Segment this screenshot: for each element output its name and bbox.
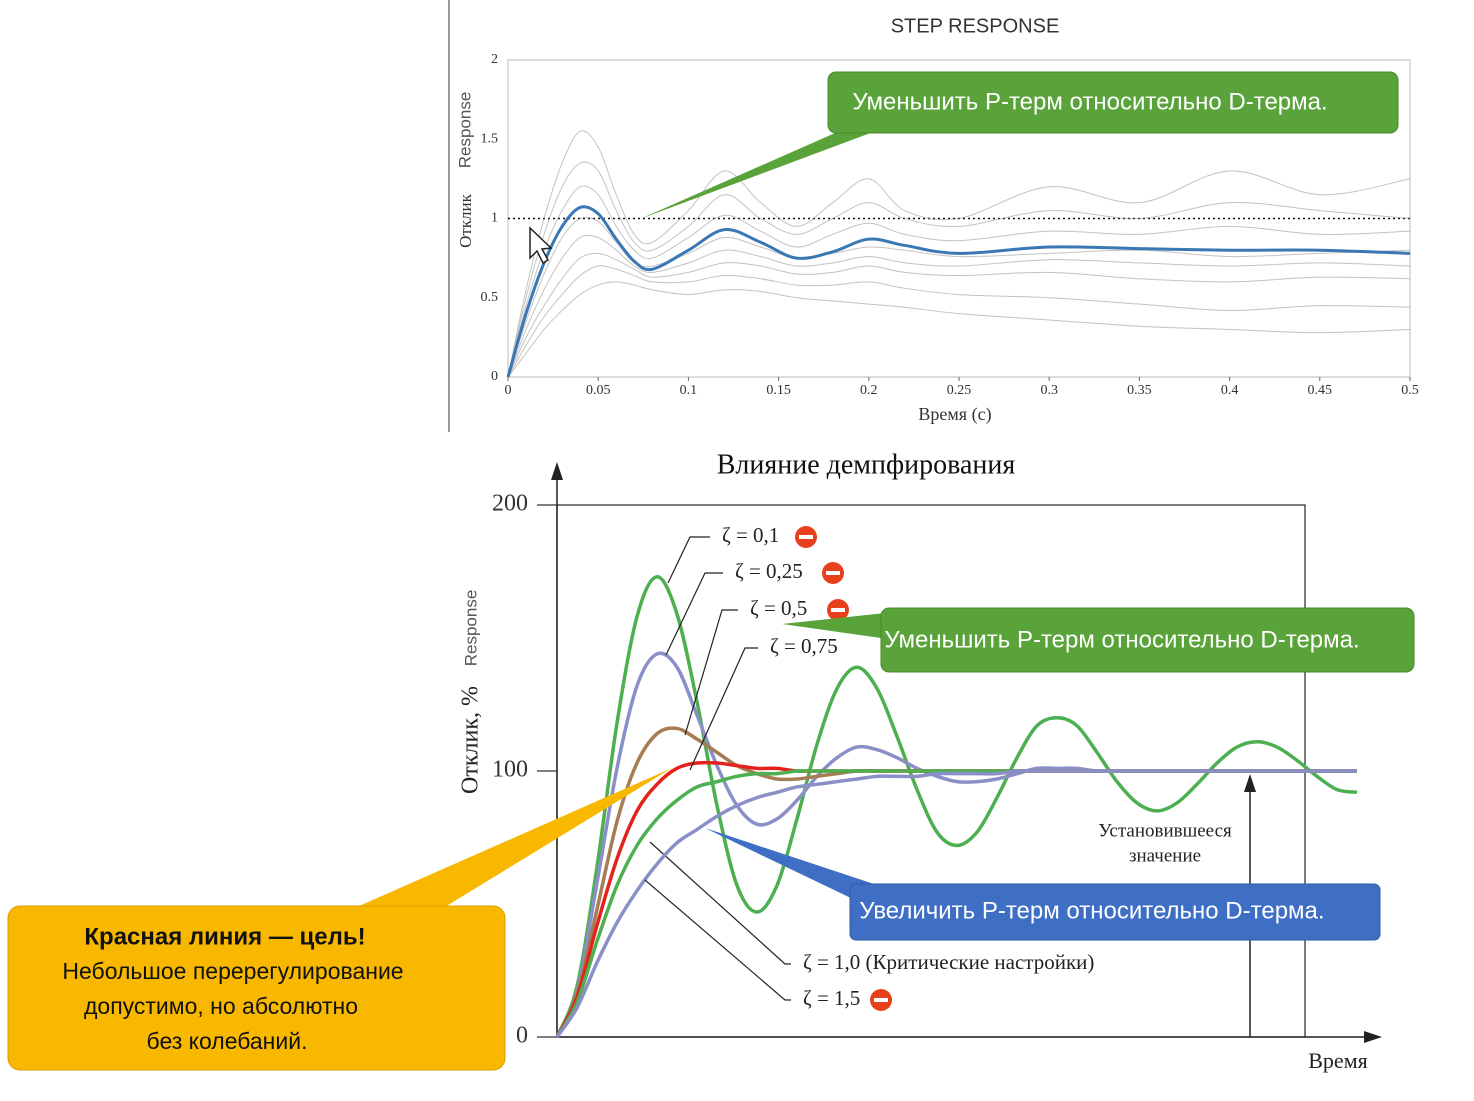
y-tick-label: 1.5 [481,131,499,146]
x-tick-label: 0.1 [680,383,698,398]
callout-pointer [350,768,672,910]
chart-title: STEP RESPONSE [891,15,1060,37]
callout-line: Небольшое перерегулирование [62,958,403,984]
callout-green: Уменьшить P-терм относительно D-терма. [782,607,1415,673]
y-tick-label: 1 [491,211,498,226]
leader-line [649,841,791,965]
y-tick-label: 0.5 [481,290,499,305]
leader-line [689,647,758,771]
series-label: ζ = 0,1 [722,523,779,547]
damping-plot: 0 100 200 ζ = 0,1 ζ = 0,25 ζ = 0,5 ζ = 0,75 ζ =… [492,491,1358,1049]
annotation: Увеличить P-терм относительно D-терма. [859,897,1324,924]
callout-box [7,905,506,1071]
sample-line [507,281,1411,378]
x-tick-label: 0.45 [1308,383,1333,398]
series-label: ζ = 1,5 [803,986,860,1010]
cursor-icon [529,226,553,265]
y-tick-label: 0 [516,1023,528,1049]
sample-line [507,185,1411,378]
annotation: Установившееся [1098,820,1232,841]
callout-box [827,71,1399,134]
callout-line: допустимо, но абсолютно [84,993,358,1019]
sample-line [507,234,1411,378]
sample-line [507,216,1411,378]
status-icon-bar [799,535,813,539]
y-tick-label: 200 [492,491,528,517]
axis-arrow [551,462,563,480]
chart-title: Влияние демпфирования [717,449,1016,480]
x-tick-label: 0.2 [860,383,878,398]
x-tick-label: 0.15 [766,383,791,398]
callout-yellow: Красная линия — цель! Небольшое перерегу… [7,768,672,1071]
x-axis-label: Время (с) [918,404,991,425]
sample-line [507,161,1411,378]
status-icon-bar [831,608,845,612]
y-tick-label: 0 [491,369,498,384]
callout-green: Уменьшить P-терм относительно D-терма. [640,71,1399,219]
callout-blue: Увеличить P-терм относительно D-терма. [705,828,1381,941]
leader-line [644,879,791,1001]
sample-line [507,130,1411,378]
series-line [506,205,1411,378]
x-tick-label: 0.25 [947,383,972,398]
leader-line [684,609,738,736]
annotation: значение [1129,845,1201,866]
sample-line [507,252,1411,378]
x-tick-label: 0.35 [1127,383,1152,398]
x-tick-label: 0.3 [1040,383,1058,398]
y-axis-label-secondary: Response [455,92,474,169]
axis-arrow [1364,1031,1382,1043]
series-label: ζ = 0,5 [750,596,807,620]
callout-pointer [640,122,900,219]
callout-line: без колебаний. [147,1028,308,1054]
callout-pointer [705,828,880,912]
x-tick-label: 0.4 [1221,383,1239,398]
series-label: ζ = 0,75 [770,634,838,658]
series-label: ζ = 1,0 (Критические настройки) [803,950,1094,974]
x-tick-label: 0.05 [586,383,611,398]
callout-pointer [782,612,895,640]
annotation: Уменьшить P-терм относительно D-терма. [884,626,1359,653]
callout-title: Красная линия — цель! [84,923,365,950]
sample-line [507,265,1411,378]
steady-arrow-head [1244,774,1256,792]
series-line [555,575,1358,1038]
x-tick-label: 0 [505,383,512,398]
leader-line [665,572,723,656]
leader-line [667,536,710,584]
status-icon-bar [874,998,888,1002]
annotation: Уменьшить P-терм относительно D-терма. [852,88,1327,115]
y-tick-label: 100 [492,757,528,783]
x-tick-label: 0.5 [1401,383,1419,398]
callout-box [880,607,1415,673]
y-tick-label: 2 [491,52,498,67]
x-axis-label: Время [1308,1048,1367,1073]
y-axis-label: Отклик, % [458,686,484,794]
series-line [555,769,1357,1039]
callout-box [849,883,1381,941]
series-label: ζ = 0,25 [735,559,803,583]
status-icon-bar [826,571,840,575]
y-axis-label-secondary: Response [461,590,480,667]
y-axis-label: Отклик [456,193,475,248]
step-response-plot: 0 0.5 1 1.5 2 0 0.05 0.1 0.15 0.2 0.25 0.3 0.35 0.4 0.… [481,52,1419,398]
